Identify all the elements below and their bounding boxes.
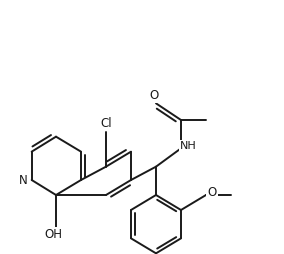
Text: O: O xyxy=(207,186,217,199)
Text: NH: NH xyxy=(179,141,196,151)
Text: OH: OH xyxy=(44,228,62,241)
Text: Cl: Cl xyxy=(100,117,112,130)
Text: N: N xyxy=(19,173,28,186)
Text: O: O xyxy=(149,89,159,102)
